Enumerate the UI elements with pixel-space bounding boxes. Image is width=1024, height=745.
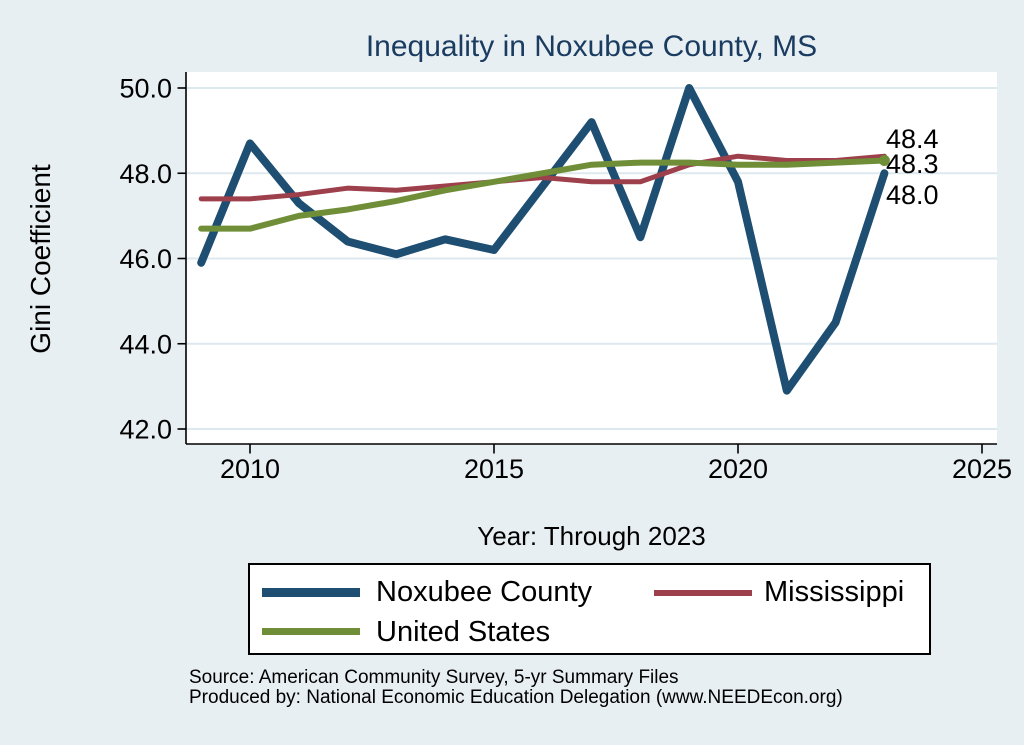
- produced-by-line: Produced by: National Economic Education…: [189, 687, 843, 708]
- x-tick-label: 2025: [952, 454, 1012, 484]
- end-value-label-noxubee-county: 48.0: [886, 180, 939, 210]
- y-tick-label: 50.0: [119, 74, 172, 104]
- y-tick-label: 48.0: [119, 159, 172, 189]
- end-value-label-mississippi: 48.4: [886, 124, 939, 154]
- x-tick-label: 2020: [708, 454, 768, 484]
- x-axis-title: Year: Through 2023: [477, 521, 706, 551]
- source-note: Source: American Community Survey, 5-yr …: [189, 668, 843, 708]
- series-line-mississippi: [198, 153, 887, 202]
- legend-swatch-noxubee-county: [262, 588, 360, 597]
- y-tick-label: 46.0: [119, 244, 172, 274]
- x-tick-label: 2015: [464, 454, 524, 484]
- source-line: Source: American Community Survey, 5-yr …: [189, 667, 679, 688]
- y-tick-label: 44.0: [119, 329, 172, 359]
- end-value-label-united-states: 48.3: [886, 149, 939, 179]
- y-axis-title: Gini Coefficient: [25, 164, 56, 354]
- legend-swatch-mississippi: [654, 590, 752, 596]
- legend-swatch-united-states: [262, 628, 360, 635]
- legend-label-noxubee-county: Noxubee County: [376, 576, 593, 608]
- chart-title: Inequality in Noxubee County, MS: [365, 30, 818, 63]
- series-line-united-states: [198, 157, 888, 232]
- y-tick-label: 42.0: [119, 415, 172, 445]
- legend: Noxubee County Mississippi United States: [248, 563, 931, 655]
- legend-label-united-states: United States: [376, 616, 551, 648]
- end-marker-united-states: [878, 154, 890, 166]
- x-tick-label: 2010: [220, 454, 280, 484]
- legend-label-mississippi: Mississippi: [764, 576, 905, 608]
